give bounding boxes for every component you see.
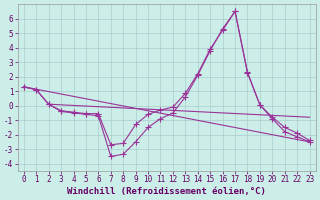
X-axis label: Windchill (Refroidissement éolien,°C): Windchill (Refroidissement éolien,°C) — [67, 187, 266, 196]
